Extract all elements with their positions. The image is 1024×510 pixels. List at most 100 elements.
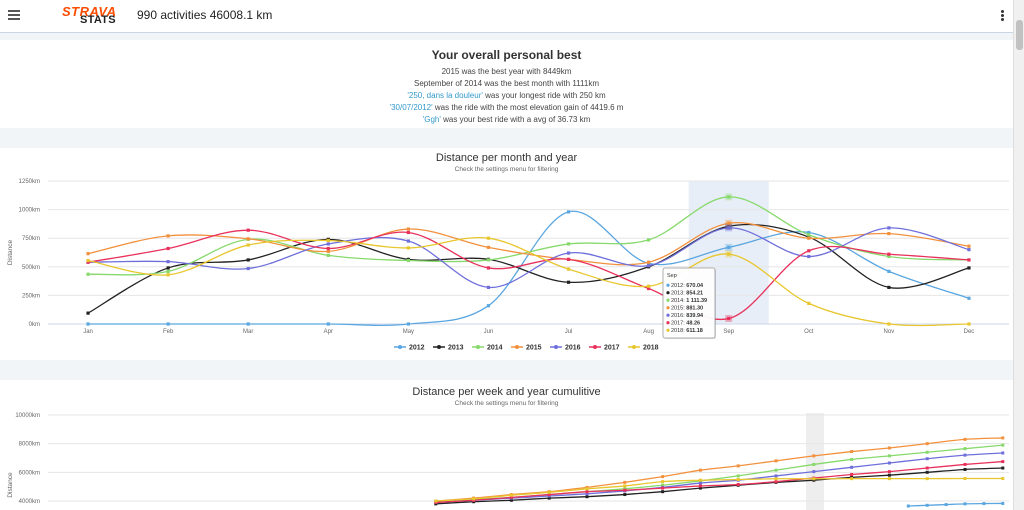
data-point bbox=[86, 260, 90, 264]
series-line-2013 bbox=[435, 467, 1003, 505]
vertical-dots-icon[interactable] bbox=[997, 10, 1007, 24]
data-point bbox=[925, 466, 929, 470]
data-point bbox=[623, 493, 627, 497]
monthly-distance-chart[interactable]: 0km 250km 500km 750km 1000km 1250km Distance Ja… bbox=[0, 148, 1013, 360]
data-point bbox=[547, 490, 551, 494]
y-tick-label: 6000km bbox=[19, 470, 40, 476]
data-point bbox=[566, 251, 571, 255]
weekly-chart-title: Distance per week and year cumulitive bbox=[412, 386, 601, 398]
data-point bbox=[887, 322, 891, 326]
data-point bbox=[246, 243, 250, 247]
x-tick-label: Aug bbox=[643, 329, 654, 335]
data-point bbox=[566, 210, 571, 214]
data-point bbox=[925, 503, 929, 507]
data-point bbox=[647, 260, 651, 264]
activity-summary: 990 activities 46008.1 km bbox=[137, 8, 273, 22]
tooltip-dot bbox=[666, 283, 670, 287]
series-line-2014 bbox=[88, 196, 969, 276]
legend-item-2014[interactable]: 2014 bbox=[487, 345, 503, 352]
logo-stats: STATS bbox=[80, 14, 116, 26]
data-point bbox=[887, 252, 891, 256]
legend-marker bbox=[593, 345, 597, 349]
data-point bbox=[585, 495, 589, 499]
data-point bbox=[963, 467, 967, 471]
weekly-cumulative-chart[interactable]: 4000km 6000km 8000km 10000km Distance bbox=[0, 380, 1013, 510]
x-tick-label: Jun bbox=[484, 329, 494, 335]
data-point bbox=[887, 473, 891, 477]
data-point bbox=[509, 493, 513, 497]
highlight-marker bbox=[725, 250, 733, 258]
data-point bbox=[925, 450, 929, 454]
weekly-chart-panel: Distance per week and year cumulitive Ch… bbox=[0, 380, 1013, 510]
data-point bbox=[661, 475, 665, 479]
data-point bbox=[887, 454, 891, 458]
data-point bbox=[807, 230, 811, 235]
data-point bbox=[406, 246, 410, 250]
data-point bbox=[166, 246, 170, 251]
y-tick-label: 4000km bbox=[19, 499, 40, 505]
data-point bbox=[86, 272, 90, 276]
data-point bbox=[698, 468, 702, 472]
data-point bbox=[963, 437, 967, 441]
data-point bbox=[661, 486, 665, 490]
data-point bbox=[850, 465, 854, 469]
y-axis-label: Distance bbox=[7, 472, 14, 498]
data-point bbox=[406, 227, 410, 231]
legend-item-2012[interactable]: 2012 bbox=[409, 345, 425, 352]
data-point bbox=[925, 470, 929, 474]
strava-stats-logo[interactable]: STRAVA STATS bbox=[62, 4, 122, 28]
data-point bbox=[566, 242, 571, 246]
series-line-2015 bbox=[435, 437, 1003, 502]
data-point bbox=[967, 248, 971, 252]
x-tick-label: Jul bbox=[565, 329, 573, 335]
data-point bbox=[967, 322, 971, 326]
highlight-marker bbox=[725, 219, 733, 227]
data-point bbox=[166, 266, 170, 270]
hover-band-week bbox=[806, 413, 824, 510]
tooltip-dot bbox=[666, 321, 670, 325]
data-point bbox=[736, 478, 740, 481]
data-point bbox=[246, 237, 250, 241]
data-point bbox=[963, 462, 967, 466]
data-point bbox=[963, 502, 967, 506]
data-point bbox=[698, 481, 702, 485]
data-point bbox=[1001, 476, 1005, 480]
y-tick-label: 1000km bbox=[19, 208, 40, 214]
data-point bbox=[246, 266, 250, 271]
data-point bbox=[698, 486, 702, 490]
data-point bbox=[887, 470, 891, 474]
data-point bbox=[967, 296, 971, 300]
data-point bbox=[647, 284, 651, 288]
y-tick-label: 8000km bbox=[19, 442, 40, 448]
legend-item-2018[interactable]: 2018 bbox=[643, 345, 659, 352]
data-point bbox=[326, 238, 330, 243]
legend-item-2015[interactable]: 2015 bbox=[526, 345, 542, 352]
data-point bbox=[807, 249, 811, 253]
data-point bbox=[326, 249, 330, 253]
data-point bbox=[727, 245, 731, 249]
top-bar: STRAVA STATS 990 activities 46008.1 km bbox=[0, 0, 1013, 33]
data-point bbox=[698, 478, 702, 482]
x-tick-label: Jan bbox=[83, 329, 93, 335]
tooltip-dot bbox=[666, 328, 670, 332]
data-point bbox=[406, 322, 410, 326]
avg-ride-link[interactable]: 'Ggh' bbox=[422, 115, 441, 124]
data-point bbox=[486, 245, 491, 249]
page-scrollbar[interactable] bbox=[1013, 0, 1024, 510]
hamburger-icon[interactable] bbox=[8, 10, 20, 22]
data-point bbox=[850, 450, 854, 454]
legend-item-2016[interactable]: 2016 bbox=[565, 345, 581, 352]
data-point bbox=[661, 480, 665, 484]
x-tick-label: Dec bbox=[964, 329, 975, 335]
elevation-ride-link[interactable]: '30/07/2012' bbox=[389, 103, 433, 112]
legend-item-2017[interactable]: 2017 bbox=[604, 345, 620, 352]
legend-item-2013[interactable]: 2013 bbox=[448, 345, 464, 352]
longest-ride-link[interactable]: '250, dans la douleur' bbox=[407, 91, 483, 100]
data-point bbox=[1001, 443, 1005, 447]
elevation-ride-text: '30/07/2012' was the ride with the most … bbox=[389, 103, 624, 112]
data-point bbox=[434, 499, 438, 503]
scrollbar-thumb[interactable] bbox=[1016, 20, 1023, 50]
legend-marker bbox=[476, 345, 480, 349]
data-point bbox=[1001, 436, 1005, 440]
y-tick-label: 750km bbox=[22, 236, 40, 242]
